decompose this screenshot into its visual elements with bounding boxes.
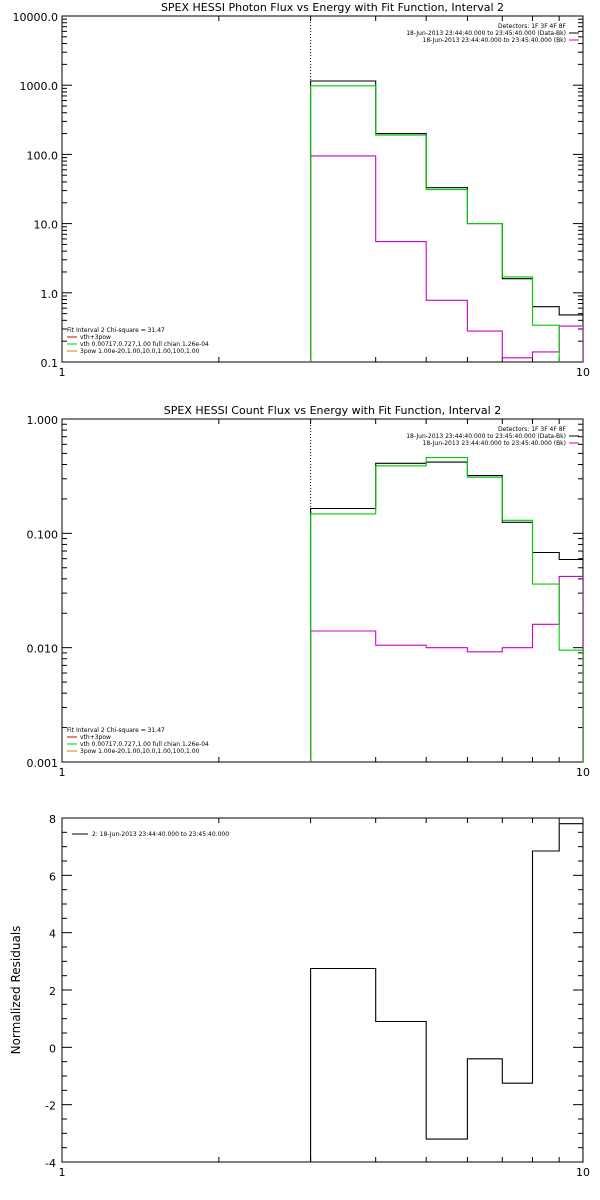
y-tick-label: 4	[49, 928, 56, 941]
series-bk	[310, 575, 583, 762]
y-tick-label: 0.1	[41, 357, 59, 370]
y-axis-label: Normalized Residuals	[9, 926, 23, 1055]
y-tick-label: -2	[45, 1100, 56, 1113]
x-tick-label: 10	[576, 366, 590, 379]
plot-frame	[61, 418, 584, 763]
x-tick-label: 1	[59, 1166, 66, 1179]
chart-title: SPEX HESSI Photon Flux vs Energy with Fi…	[161, 1, 504, 14]
x-tick-label: 10	[576, 766, 590, 779]
series-vth-3pow	[310, 457, 583, 762]
y-tick-label: 6	[49, 870, 56, 883]
legend-entry: Fit Interval 2 Chi-square = 31.47	[67, 727, 165, 734]
x-tick-label: 1	[59, 366, 66, 379]
legend-entry: vth+3pow	[80, 734, 111, 741]
y-tick-label: 1.000	[27, 414, 59, 427]
data-layer	[310, 823, 583, 1162]
x-tick-label: 1	[59, 766, 66, 779]
legend-entry: vth 0.00717,0.727,1.00 full chian 1.26e-…	[80, 341, 209, 348]
legend-entry: 18-Jun-2013 23:44:40.000 to 23:45:40.000…	[423, 37, 566, 44]
legend-entry: vth 0.00717,0.727,1.00 full chian 1.26e-…	[80, 741, 209, 748]
y-tick-label: 1.0	[41, 288, 59, 301]
y-tick-label: 8	[49, 813, 56, 826]
y-tick-label: 100.0	[27, 149, 59, 162]
y-tick-label: 10.0	[34, 219, 59, 232]
series-bk	[310, 155, 583, 362]
chart-panel-1: SPEX HESSI Photon Flux vs Energy with Fi…	[13, 1, 591, 379]
legend-entry: 18-Jun-2013 23:44:40.000 to 23:45:40.000…	[423, 440, 566, 447]
series-data-bk	[310, 461, 583, 762]
legend-entry: 3pow 1.00e-20,1.00,10.0,1.00,100,1.00	[80, 748, 200, 755]
data-layer	[310, 80, 583, 362]
legend-entry: Detectors: 1F 3F 4F 8F	[498, 426, 567, 433]
y-tick-label: 2	[49, 985, 56, 998]
series-2-18-jun-2013-23-44-40-000-to-23-45-40-000	[310, 823, 583, 1162]
legend-entry: Fit Interval 2 Chi-square = 31.47	[67, 327, 165, 334]
plot-frame	[61, 817, 584, 1163]
plot-frame	[61, 15, 584, 363]
series-data-bk	[310, 80, 583, 362]
y-tick-label: 0	[49, 1042, 56, 1055]
legend-entry: 18-Jun-2013 23:44:40.000 to 23:45:40.000…	[406, 433, 566, 440]
series-vth-3pow	[310, 85, 583, 362]
legend-entry: 3pow 1.00e-20,1.00,10.0,1.00,100,1.00	[80, 348, 200, 355]
y-tick-label: 0.100	[27, 528, 59, 541]
y-tick-label: -4	[45, 1157, 56, 1170]
legend-entry: Detectors: 1F 3F 4F 8F	[498, 23, 567, 30]
y-tick-label: 0.001	[27, 757, 59, 770]
chart-panel-3: Normalized Residuals 1 10 -4 -2 0 2 4 6 8 2: 18-Ju…	[9, 813, 590, 1179]
legend-entry: 18-Jun-2013 23:44:40.000 to 23:45:40.000…	[406, 30, 566, 37]
y-tick-label: 1000.0	[20, 80, 59, 93]
data-layer	[310, 457, 583, 762]
legend-entry: vth+3pow	[80, 334, 111, 341]
x-tick-label: 10	[576, 1166, 590, 1179]
y-tick-label: 10000.0	[13, 11, 59, 24]
y-tick-label: 0.010	[27, 643, 59, 656]
chart-title: SPEX HESSI Count Flux vs Energy with Fit…	[164, 404, 501, 417]
legend-entry: 2: 18-Jun-2013 23:44:40.000 to 23:45:40.…	[92, 831, 229, 838]
chart-panel-2: SPEX HESSI Count Flux vs Energy with Fit…	[27, 404, 591, 779]
